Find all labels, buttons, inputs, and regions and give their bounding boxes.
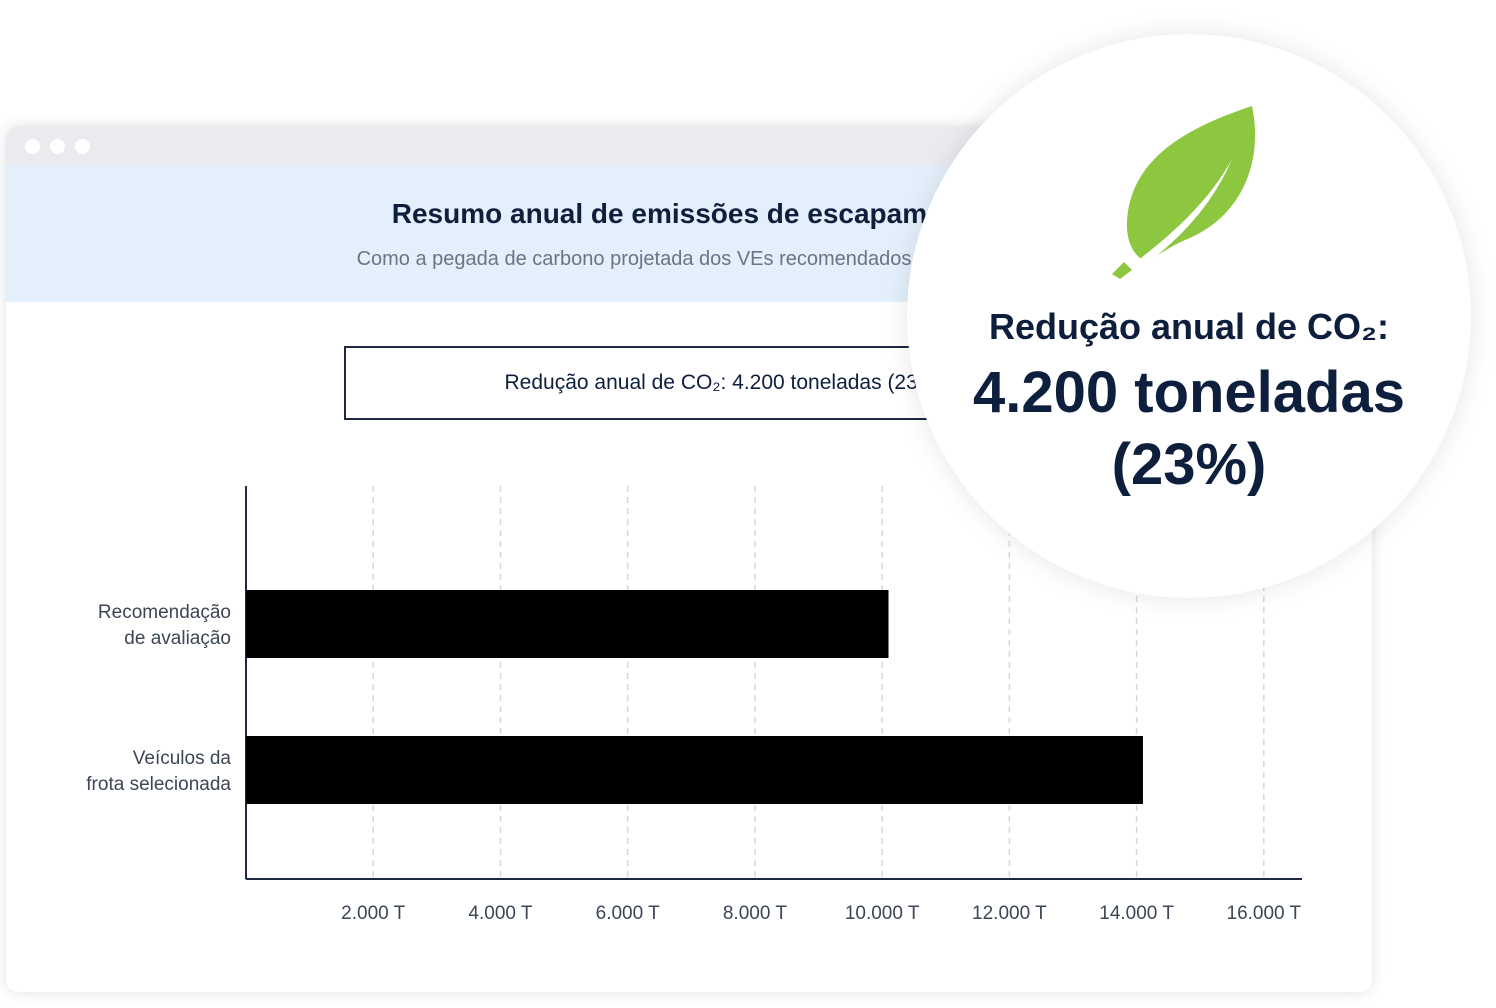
page-subtitle: Como a pegada de carbono projetada dos V… <box>356 248 1022 270</box>
callout-label: Redução anual de CO₂: <box>988 306 1390 347</box>
callout-value: 4.200 toneladas <box>973 360 1405 425</box>
leaf-icon <box>1112 106 1256 279</box>
x-tick-label: 14.000 T <box>1099 903 1174 924</box>
reduction-summary-text: Redução anual de CO₂: 4.200 toneladas (2… <box>504 371 944 394</box>
bar-0 <box>246 590 889 658</box>
window-dot-minimize[interactable] <box>50 139 65 154</box>
x-tick-label: 12.000 T <box>972 903 1047 924</box>
window-dot-maximize[interactable] <box>75 139 90 154</box>
x-tick-label: 8.000 T <box>723 903 787 924</box>
category-label-line: Recomendação <box>98 602 231 623</box>
x-tick-label: 16.000 T <box>1227 903 1302 924</box>
emissions-bar-chart: 2.000 T 4.000 T 6.000 T 8.000 T 10.000 T 12.0… <box>86 486 1302 924</box>
callout-percent: (23%) <box>1111 432 1267 497</box>
category-label-line: frota selecionada <box>86 774 231 795</box>
category-label-line: Veículos da <box>133 748 232 769</box>
x-tick-label: 4.000 T <box>468 903 532 924</box>
reduction-callout: Redução anual de CO₂: 4.200 toneladas (2… <box>907 34 1471 598</box>
category-label: Veículos da frota selecionada <box>86 748 231 795</box>
window-dot-close[interactable] <box>25 139 40 154</box>
category-label: Recomendação de avaliação <box>98 602 231 649</box>
x-tick-label: 6.000 T <box>596 903 660 924</box>
bar-1 <box>246 736 1143 804</box>
x-tick-label: 2.000 T <box>341 903 405 924</box>
category-label-line: de avaliação <box>124 628 231 649</box>
page-title: Resumo anual de emissões de escapamento <box>391 198 987 229</box>
x-tick-label: 10.000 T <box>845 903 920 924</box>
